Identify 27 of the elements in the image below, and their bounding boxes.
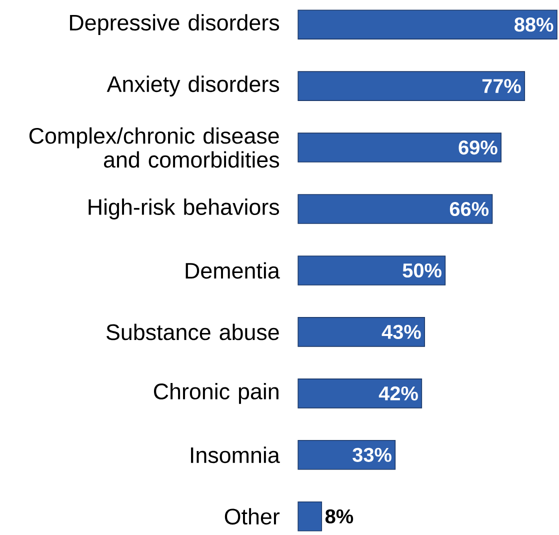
bar (298, 10, 558, 40)
y-tick-label: Complex/chronic disease and comorbidities (29, 127, 280, 168)
data-label: 50% (402, 264, 442, 278)
bar (298, 132, 502, 163)
y-tick-label: Insomnia (191, 446, 280, 464)
y-tick-label: Other (224, 508, 280, 525)
y-tick-label: Substance abuse (106, 324, 279, 340)
data-label: 66% (450, 202, 489, 216)
data-label: 43% (382, 324, 421, 340)
data-label: 33% (352, 448, 392, 462)
bar (298, 378, 422, 408)
data-label: 8% (325, 509, 354, 524)
y-tick-label: Dementia (186, 262, 280, 279)
data-label: 88% (514, 18, 554, 32)
bar (298, 440, 396, 470)
bar (298, 317, 425, 347)
y-tick-label: High-risk behaviors (88, 198, 280, 220)
bar (298, 71, 526, 102)
y-tick-label: Anxiety disorders (106, 76, 280, 97)
y-tick-label: Chronic pain (154, 383, 278, 404)
data-label: 42% (378, 386, 418, 401)
data-label: 69% (458, 140, 498, 155)
y-tick-label: Depressive disorders (70, 14, 280, 36)
bar (298, 194, 493, 224)
bar (298, 502, 322, 532)
data-label: 77% (482, 79, 521, 94)
bar (298, 256, 446, 286)
